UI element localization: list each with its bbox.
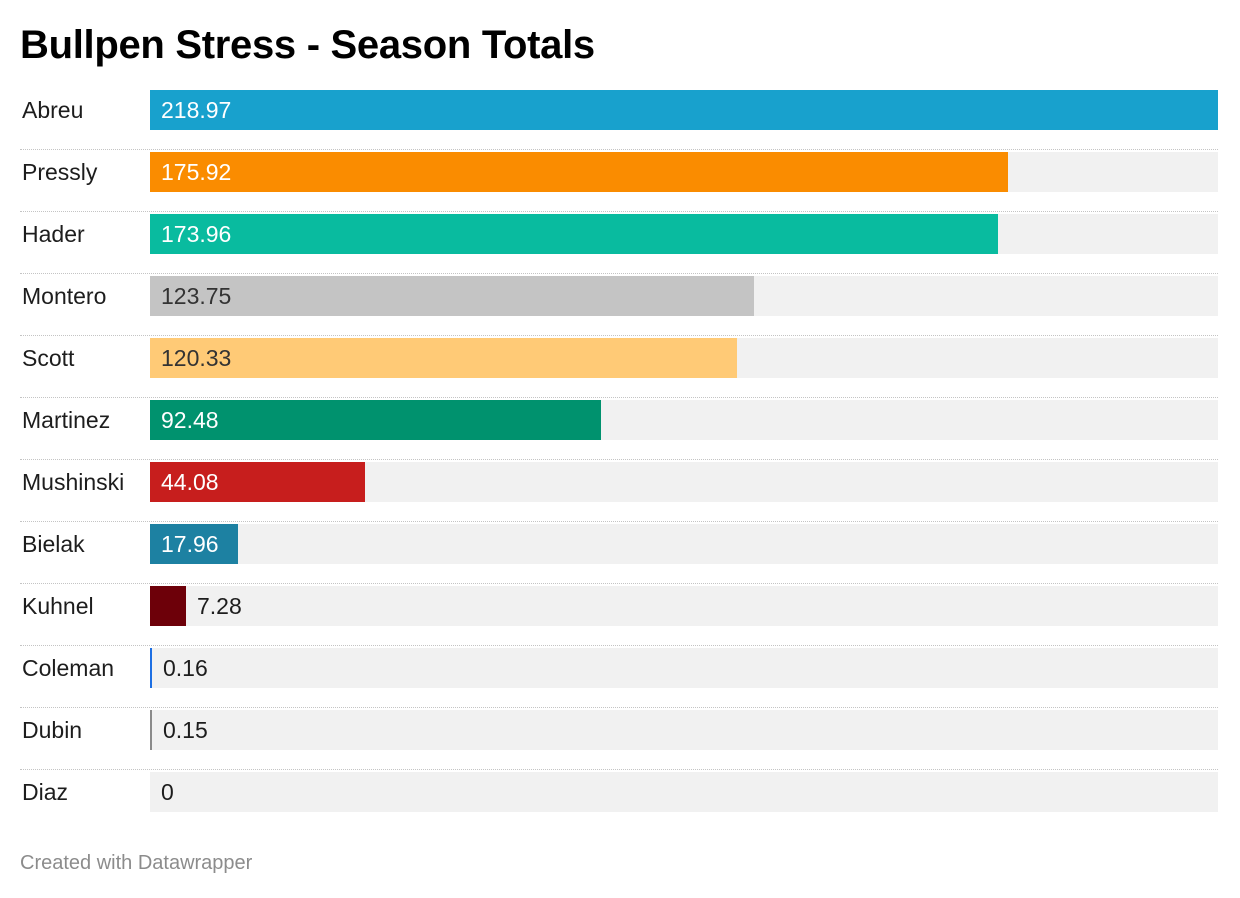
bar-row: Mushinski 44.08 [0, 460, 1240, 522]
bar-track: 120.33 [150, 338, 1218, 378]
bar [150, 586, 186, 626]
row-separator [20, 521, 1218, 522]
bar-track: 17.96 [150, 524, 1218, 564]
chart-title: Bullpen Stress - Season Totals [20, 23, 595, 67]
row-separator [20, 583, 1218, 584]
row-separator [20, 211, 1218, 212]
value-label: 173.96 [161, 221, 232, 247]
bar [150, 214, 998, 254]
bar-rows: Abreu 218.97 Pressly 175.92 Hader 173.96 Monte… [0, 88, 1240, 832]
bar-track: 175.92 [150, 152, 1218, 192]
bar-row: Bielak 17.96 [0, 522, 1240, 584]
value-label: 0 [161, 779, 174, 805]
value-label: 7.28 [197, 593, 242, 619]
bar [150, 648, 152, 688]
category-label: Diaz [22, 779, 69, 805]
bar-row: Abreu 218.97 [0, 88, 1240, 150]
bar [150, 710, 152, 750]
bar [150, 524, 238, 564]
value-label: 92.48 [161, 407, 219, 433]
category-label: Coleman [22, 655, 115, 681]
bar [150, 152, 1008, 192]
bar-track: 123.75 [150, 276, 1218, 316]
bar-track: 0.15 [150, 710, 1218, 750]
bar-row: Scott 120.33 [0, 336, 1240, 398]
category-label: Scott [22, 345, 75, 371]
bar-row: Montero 123.75 [0, 274, 1240, 336]
category-label: Bielak [22, 531, 85, 557]
bar [150, 462, 365, 502]
value-label: 17.96 [161, 531, 219, 557]
row-separator [20, 645, 1218, 646]
bar-track: 92.48 [150, 400, 1218, 440]
category-label: Hader [22, 221, 85, 247]
bar-row: Coleman 0.16 [0, 646, 1240, 708]
category-label: Abreu [22, 97, 84, 123]
row-separator [20, 707, 1218, 708]
category-label: Montero [22, 283, 107, 309]
bar-track: 218.97 [150, 90, 1218, 130]
bar-row: Kuhnel 7.28 [0, 584, 1240, 646]
value-label: 44.08 [161, 469, 219, 495]
bar-row: Dubin 0.15 [0, 708, 1240, 770]
category-label: Martinez [22, 407, 111, 433]
row-separator [20, 335, 1218, 336]
bar-row: Diaz 0 [0, 770, 1240, 832]
bar-row: Pressly 175.92 [0, 150, 1240, 212]
bar-row: Hader 173.96 [0, 212, 1240, 274]
row-separator [20, 459, 1218, 460]
category-label: Dubin [22, 717, 83, 743]
row-separator [20, 769, 1218, 770]
value-label: 175.92 [161, 159, 232, 185]
value-label: 0.16 [163, 655, 208, 681]
bar [150, 276, 754, 316]
bar-track: 44.08 [150, 462, 1218, 502]
bar [150, 90, 1218, 130]
value-label: 0.15 [163, 717, 208, 743]
row-separator [20, 397, 1218, 398]
bar-track: 7.28 [150, 586, 1218, 626]
bar-track: 0.16 [150, 648, 1218, 688]
category-label: Pressly [22, 159, 98, 185]
row-separator [20, 149, 1218, 150]
bar-track: 0 [150, 772, 1218, 812]
bar-track: 173.96 [150, 214, 1218, 254]
value-label: 123.75 [161, 283, 232, 309]
bar [150, 400, 601, 440]
row-separator [20, 273, 1218, 274]
category-label: Mushinski [22, 469, 125, 495]
value-label: 218.97 [161, 97, 232, 123]
category-label: Kuhnel [22, 593, 94, 619]
value-label: 120.33 [161, 345, 232, 371]
bar [150, 338, 737, 378]
datawrapper-credit: Created with Datawrapper [20, 852, 253, 874]
bar-row: Martinez 92.48 [0, 398, 1240, 460]
